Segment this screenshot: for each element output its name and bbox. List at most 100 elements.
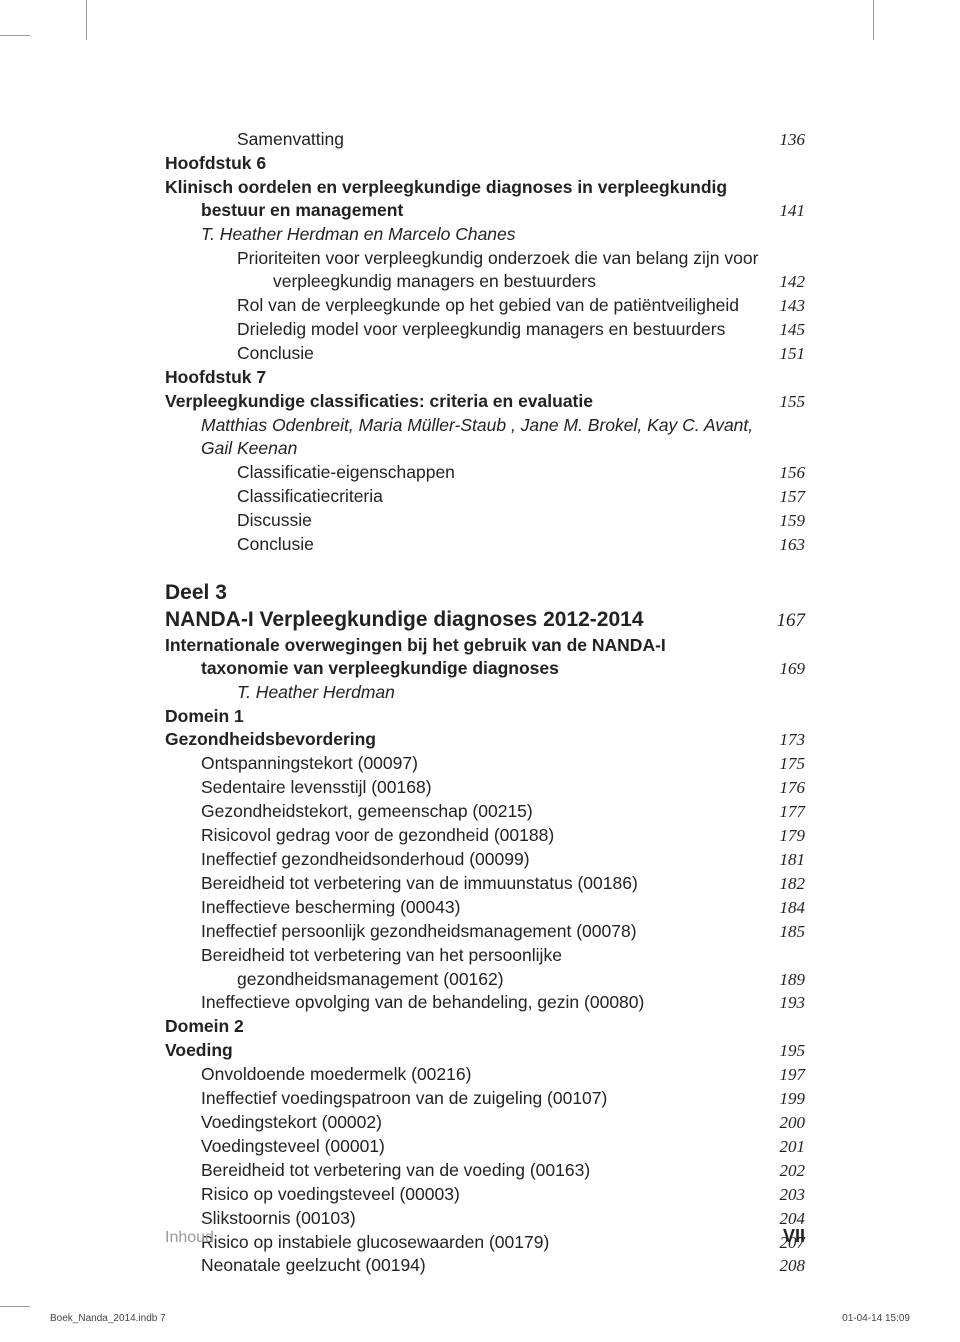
page-number: 143 (770, 295, 806, 318)
toc-entry-label: Gezondheidstekort, gemeenschap (00215) (165, 800, 770, 824)
toc-entry-label: Verpleegkundige classificaties: criteria… (165, 390, 770, 414)
toc-row: T. Heather Herdman (165, 681, 805, 705)
part-title: NANDA-I Verpleegkundige diagnoses 2012-2… (165, 606, 767, 633)
page-number: 195 (770, 1040, 806, 1063)
toc-row: Prioriteiten voor verpleegkundig onderzo… (165, 247, 805, 271)
toc-entry-label: Matthias Odenbreit, Maria Müller-Staub ,… (165, 414, 805, 438)
crop-mark (0, 35, 30, 36)
toc-row: Discussie159 (165, 509, 805, 533)
toc-row: Ineffectieve opvolging van de behandelin… (165, 991, 805, 1015)
toc-entry-label: Sedentaire levensstijl (00168) (165, 776, 770, 800)
toc-row: Internationale overwegingen bij het gebr… (165, 634, 805, 658)
toc-entry-label: Samenvatting (165, 128, 770, 152)
page-number: 169 (770, 658, 806, 681)
toc-entry-label: Classificatie-eigenschappen (165, 461, 770, 485)
page-number: 159 (770, 510, 806, 533)
print-slug: Boek_Nanda_2014.indb 7 01-04-14 15:09 (50, 1313, 910, 1324)
page-number: 184 (770, 897, 806, 920)
toc-row: Bereidheid tot verbetering van de voedin… (165, 1159, 805, 1183)
footer-section-label: Inhoud (165, 1229, 214, 1247)
crop-mark (86, 0, 87, 40)
page-number: 155 (770, 391, 806, 414)
toc-row: Verpleegkundige classificaties: criteria… (165, 390, 805, 414)
toc-entry-label: taxonomie van verpleegkundige diagnoses (165, 657, 770, 681)
page-number: 142 (770, 271, 806, 294)
toc-entry-label: Ineffectieve opvolging van de behandelin… (165, 991, 770, 1015)
page-number: 176 (770, 777, 806, 800)
page-number: 181 (770, 849, 806, 872)
page-number: 173 (770, 729, 806, 752)
toc-entry-label: Voeding (165, 1039, 770, 1063)
toc-row: Onvoldoende moedermelk (00216)197 (165, 1063, 805, 1087)
toc-entry-label: Ineffectief gezondheidsonderhoud (00099) (165, 848, 770, 872)
toc-row: Drieledig model voor verpleegkundig mana… (165, 318, 805, 342)
page-number: 203 (770, 1184, 806, 1207)
toc-row: Samenvatting136 (165, 128, 805, 152)
toc-entry-label: Bereidheid tot verbetering van het perso… (165, 944, 805, 968)
toc-entry-label: Voedingsteveel (00001) (165, 1135, 770, 1159)
page-number: 179 (770, 825, 806, 848)
toc-row: Voedingsteveel (00001)201 (165, 1135, 805, 1159)
toc-row: Ineffectief persoonlijk gezondheidsmanag… (165, 920, 805, 944)
toc-row: Ineffectief gezondheidsonderhoud (00099)… (165, 848, 805, 872)
toc-row: Gezondheidstekort, gemeenschap (00215)17… (165, 800, 805, 824)
toc-row: Bereidheid tot verbetering van het perso… (165, 944, 805, 968)
toc-entry-label: Prioriteiten voor verpleegkundig onderzo… (165, 247, 805, 271)
toc-row: Bereidheid tot verbetering van de immuun… (165, 872, 805, 896)
toc-entry-label: Ineffectief voedingspatroon van de zuige… (165, 1087, 770, 1111)
toc-row: Voedingstekort (00002)200 (165, 1111, 805, 1135)
toc-entry-label: Discussie (165, 509, 770, 533)
slug-timestamp: 01-04-14 15:09 (842, 1313, 910, 1324)
toc-row: Voeding195 (165, 1039, 805, 1063)
footer-page-number: VII (783, 1226, 805, 1247)
page-number: 177 (770, 801, 806, 824)
page-number: 185 (770, 921, 806, 944)
toc-entry-label: bestuur en management (165, 199, 770, 223)
toc-row: Domein 2 (165, 1015, 805, 1039)
toc-entry-label: Risicovol gedrag voor de gezondheid (001… (165, 824, 770, 848)
page-number: 156 (770, 462, 806, 485)
toc-entry-label: Gail Keenan (165, 437, 805, 461)
crop-mark (0, 1306, 30, 1307)
toc-entry-label: Hoofdstuk 7 (165, 366, 805, 390)
toc-entry-label: Conclusie (165, 533, 770, 557)
toc-row: Matthias Odenbreit, Maria Müller-Staub ,… (165, 414, 805, 438)
toc-row: Hoofdstuk 7 (165, 366, 805, 390)
toc-entry-label: Klinisch oordelen en verpleegkundige dia… (165, 176, 805, 200)
page-number: 199 (770, 1088, 806, 1111)
toc-entry-label: Risico op voedingsteveel (00003) (165, 1183, 770, 1207)
toc-entry-label: Classificatiecriteria (165, 485, 770, 509)
toc-row: gezondheidsmanagement (00162)189 (165, 968, 805, 992)
toc-row: Rol van de verpleegkunde op het gebied v… (165, 294, 805, 318)
toc-row: taxonomie van verpleegkundige diagnoses1… (165, 657, 805, 681)
toc-row: Domein 1 (165, 705, 805, 729)
page-number: 175 (770, 753, 806, 776)
page-number: 141 (770, 200, 806, 223)
toc-entry-label: verpleegkundig managers en bestuurders (165, 270, 770, 294)
toc-row: Klinisch oordelen en verpleegkundige dia… (165, 176, 805, 200)
page-number: 200 (770, 1112, 806, 1135)
toc-row: Risicovol gedrag voor de gezondheid (001… (165, 824, 805, 848)
toc-row: Risico op voedingsteveel (00003)203 (165, 1183, 805, 1207)
toc-entry-label: Domein 2 (165, 1015, 805, 1039)
toc-row: Ontspanningstekort (00097)175 (165, 752, 805, 776)
toc-entry-label: Drieledig model voor verpleegkundig mana… (165, 318, 770, 342)
toc-entry-label: Ineffectief persoonlijk gezondheidsmanag… (165, 920, 770, 944)
toc-row: Ineffectieve bescherming (00043)184 (165, 896, 805, 920)
page-number: 151 (770, 343, 806, 366)
page-number: 208 (770, 1255, 806, 1278)
page-number: 182 (770, 873, 806, 896)
toc-row: Conclusie163 (165, 533, 805, 557)
page-number: 189 (770, 969, 806, 992)
page-number: 145 (770, 319, 806, 342)
toc-row: verpleegkundig managers en bestuurders14… (165, 270, 805, 294)
toc-entry-label: Hoofdstuk 6 (165, 152, 805, 176)
toc-row: Conclusie151 (165, 342, 805, 366)
toc-row: bestuur en management141 (165, 199, 805, 223)
toc-entry-label: Internationale overwegingen bij het gebr… (165, 634, 805, 658)
page-number: 201 (770, 1136, 806, 1159)
toc-row: T. Heather Herdman en Marcelo Chanes (165, 223, 805, 247)
toc-entry-label: T. Heather Herdman (165, 681, 805, 705)
page-footer: Inhoud VII (165, 1226, 805, 1247)
crop-mark (873, 0, 874, 40)
